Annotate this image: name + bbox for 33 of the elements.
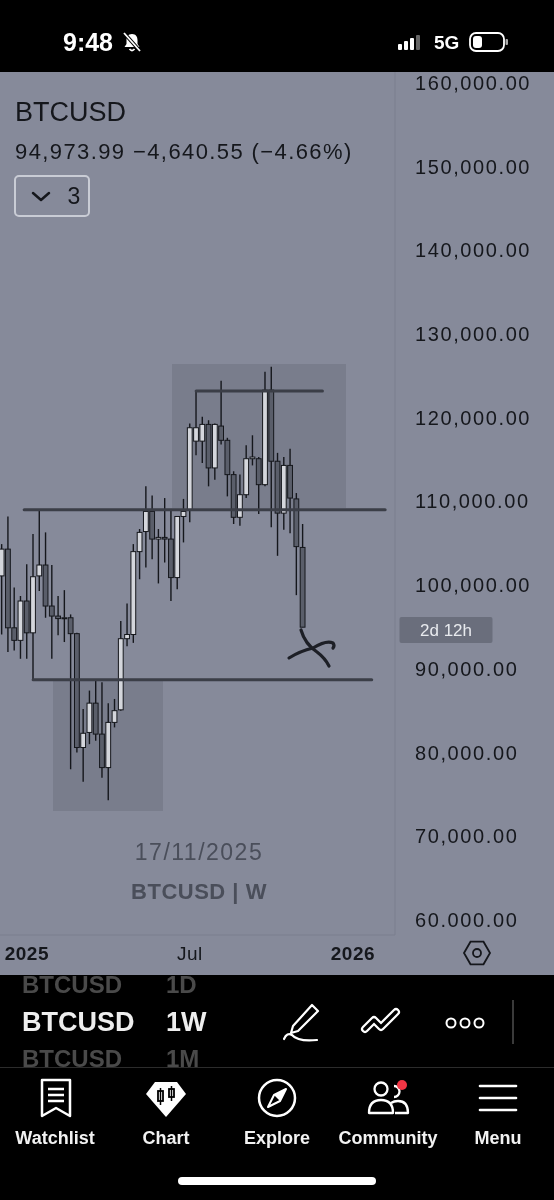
y-tick-label: 80,000.00 xyxy=(415,741,519,764)
text: Menu xyxy=(474,1128,522,1148)
text: Explore xyxy=(243,1128,311,1148)
text: 94,973.99 −4,640.55 (−4.66%) xyxy=(15,139,353,164)
text: BTCUSD xyxy=(15,96,127,127)
y-tick-label: 150,000.00 xyxy=(415,155,532,178)
text: 1W xyxy=(166,1006,207,1037)
y-tick-label: 110,000.00 xyxy=(415,490,530,513)
y-tick-label: 60.000.00 xyxy=(415,908,519,931)
y-tick-label: 100,000.00 xyxy=(415,574,532,597)
y-tick-label: 140,000.00 xyxy=(415,239,532,262)
text: BTCUSD xyxy=(22,971,122,998)
text: Chart xyxy=(142,1128,190,1148)
x-tick-label: Jul xyxy=(176,942,203,964)
y-tick-label: 90,000.00 xyxy=(415,657,519,680)
y-tick-label: 70,000.00 xyxy=(415,825,519,848)
text: 5G xyxy=(434,31,460,53)
text: 9:48 xyxy=(62,27,114,56)
y-tick-label: 120,000.00 xyxy=(415,406,532,429)
x-tick-label: 2025 xyxy=(4,942,50,964)
annotation: 3 xyxy=(67,182,81,209)
x-tick-label: 2026 xyxy=(330,942,376,964)
text: BTCUSD xyxy=(22,1045,122,1072)
text: 1D xyxy=(166,971,197,998)
text: Community xyxy=(338,1128,438,1148)
text: 2d 12h xyxy=(399,617,493,643)
text: 1M xyxy=(166,1045,200,1072)
y-tick-label: 130,000.00 xyxy=(415,323,532,345)
text: BTCUSD xyxy=(22,1006,135,1037)
annotation: 17/11/2025 xyxy=(134,838,264,865)
annotation: BTCUSD | W xyxy=(131,879,267,904)
y-tick-label: 160,000.00 xyxy=(415,71,532,94)
text: Watchlist xyxy=(15,1128,95,1148)
